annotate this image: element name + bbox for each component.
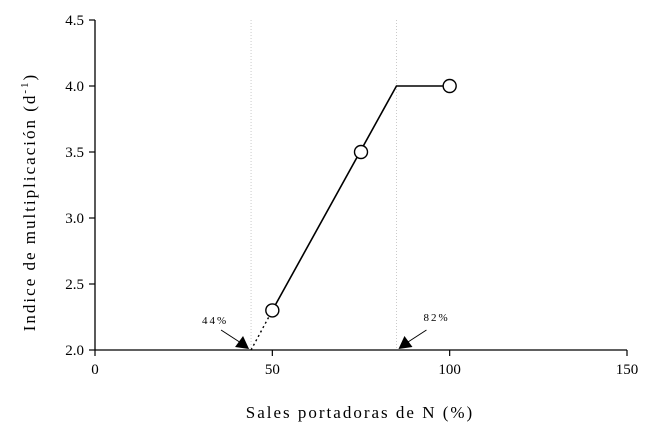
y-axis-title: Indice de multiplicación (d-1) xyxy=(19,73,39,331)
series xyxy=(250,78,457,351)
reference-lines xyxy=(250,20,397,350)
fitted-line xyxy=(271,85,450,311)
data-point xyxy=(265,303,280,318)
x-axis-title: Sales portadoras de N (%) xyxy=(246,403,474,422)
axes xyxy=(94,20,627,351)
y-tick-label: 2.5 xyxy=(65,277,84,293)
y-tick-label: 3.0 xyxy=(65,211,84,227)
x-tick-label: 100 xyxy=(438,362,461,378)
x-tick-label: 0 xyxy=(91,362,99,378)
annotation-arrowhead xyxy=(398,336,413,349)
y-tick-label: 2.0 xyxy=(65,343,84,359)
data-point xyxy=(353,144,369,160)
data-point xyxy=(442,78,457,94)
x-tick-label: 150 xyxy=(616,362,639,378)
annotation-arrow-line xyxy=(220,329,242,344)
annotation-label: 82% xyxy=(423,312,449,324)
ticks: 0 50 100 150 2.0 2.5 3.0 3.5 4.0 4.5 xyxy=(65,13,638,378)
x-tick-label: 50 xyxy=(265,362,280,378)
y-axis-title-superscript: -1 xyxy=(19,80,31,93)
annotation-arrow-line xyxy=(406,329,427,344)
annotation-label: 44% xyxy=(202,315,228,327)
y-axis-title-close: ) xyxy=(20,73,39,81)
y-tick-label: 4.5 xyxy=(65,13,84,29)
annotation-arrowhead xyxy=(235,336,250,349)
y-tick-label: 3.5 xyxy=(65,145,84,161)
annotations: 44% 82% xyxy=(202,312,449,349)
y-tick-label: 4.0 xyxy=(65,79,84,95)
y-axis-title-main: Indice de multiplicación (d xyxy=(20,94,39,332)
